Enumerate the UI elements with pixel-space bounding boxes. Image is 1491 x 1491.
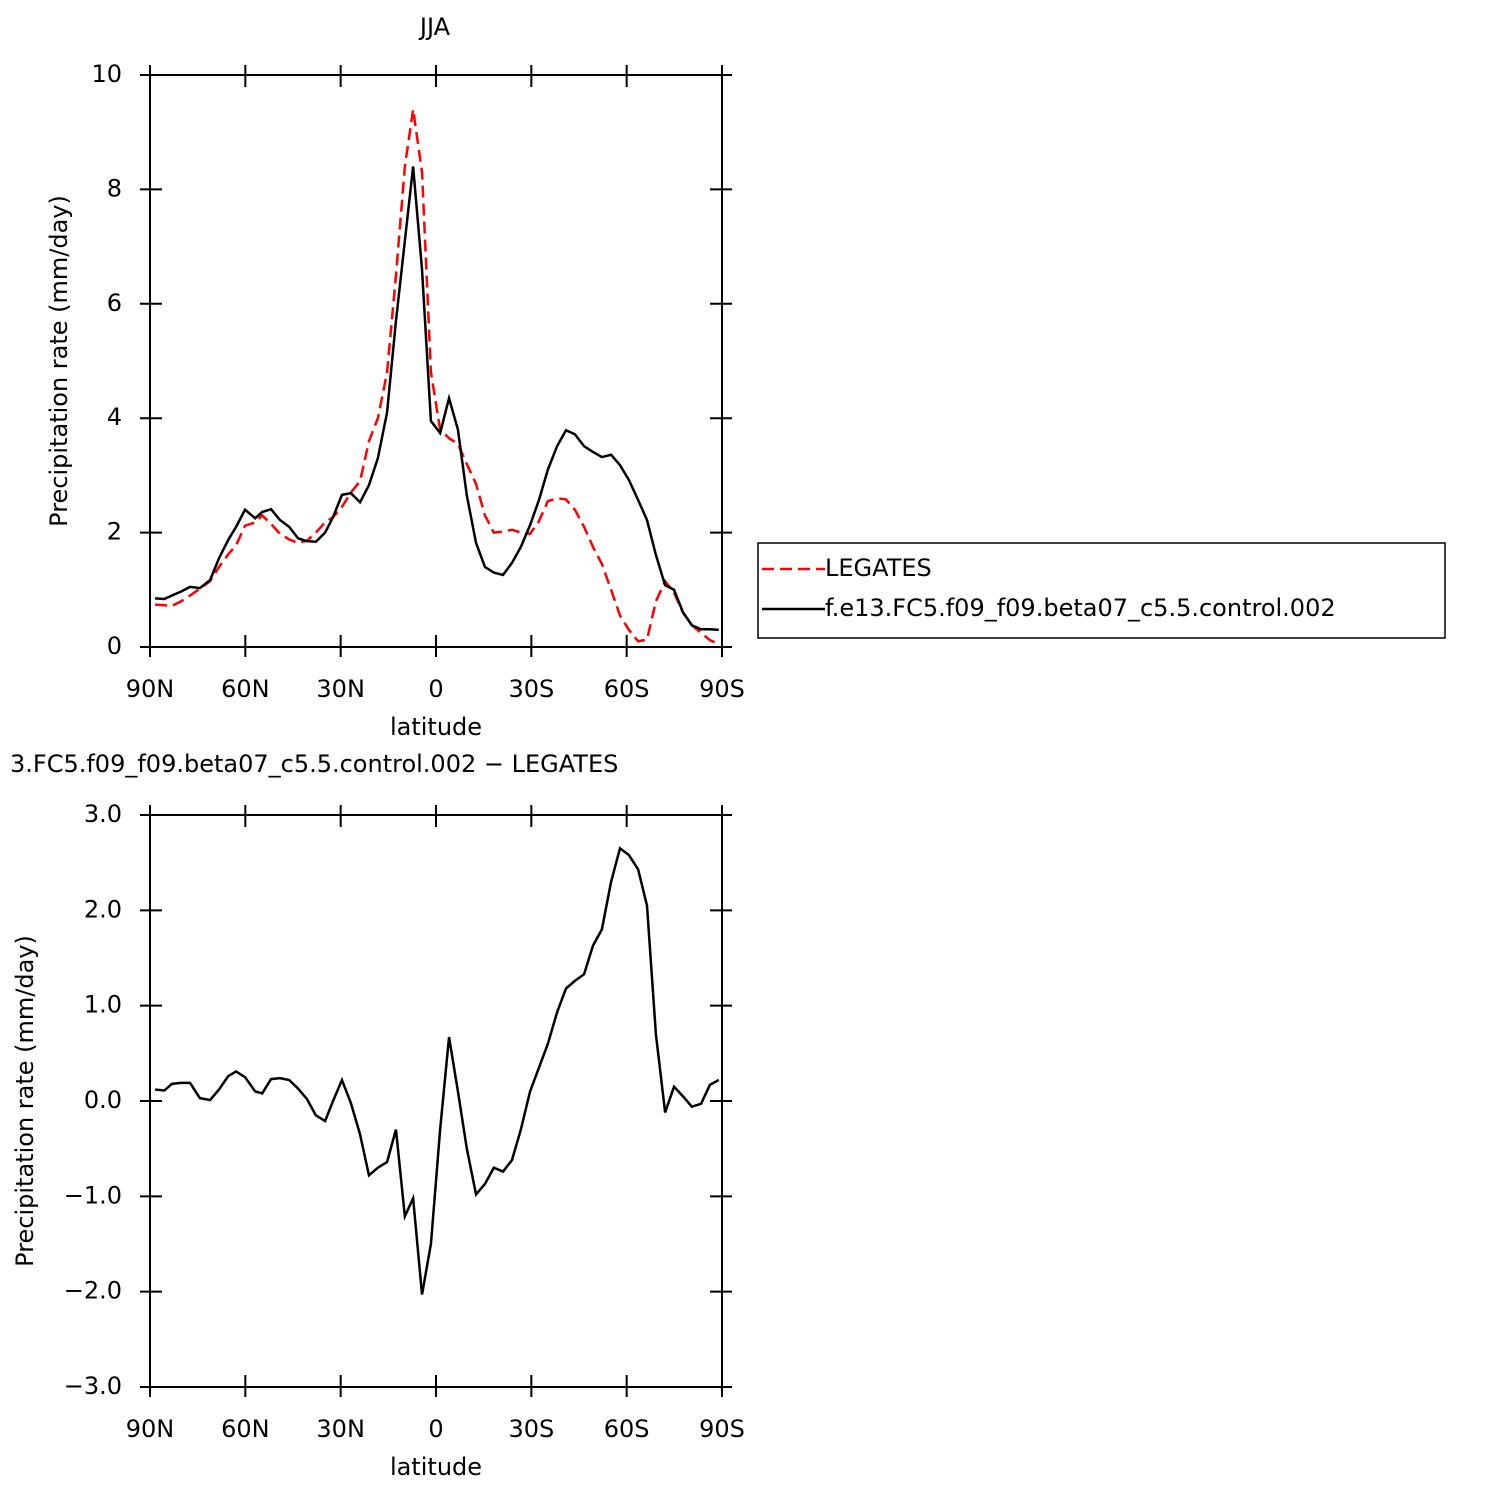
y-tick-label: 4 [107,403,122,431]
data-line [155,166,719,632]
x-tick-label: 90S [699,675,745,703]
y-tick-label: 1.0 [84,991,122,1019]
x-tick-label: 0 [428,675,443,703]
legend-label: LEGATES [825,554,932,582]
plot-frame [149,74,723,648]
x-axis-label: latitude [390,1453,482,1481]
x-tick-label: 30N [316,1415,365,1443]
x-tick-label: 30S [508,1415,554,1443]
x-tick-label: 60S [604,675,650,703]
chart-title: 3.FC5.f09_f09.beta07_c5.5.control.002 − … [10,750,618,778]
y-tick-label: 2 [107,518,122,546]
legend-label: f.e13.FC5.f09_f09.beta07_c5.5.control.00… [825,594,1336,622]
y-tick-label: 8 [107,174,122,202]
y-tick-label: −1.0 [64,1181,122,1209]
legend-box [757,542,1446,639]
y-axis-label: Precipitation rate (mm/day) [11,935,39,1267]
x-tick-label: 60N [221,675,270,703]
x-tick-label: 30N [316,675,365,703]
y-tick-label: 0 [107,632,122,660]
y-tick-label: 6 [107,289,122,317]
x-axis-label: latitude [390,713,482,741]
x-tick-label: 60N [221,1415,270,1443]
y-tick-label: 3.0 [84,800,122,828]
y-tick-label: 10 [91,60,122,88]
chart-title: JJA [418,13,451,41]
y-axis-label: Precipitation rate (mm/day) [45,195,73,527]
y-tick-label: −2.0 [64,1277,122,1305]
x-tick-label: 90S [699,1415,745,1443]
y-tick-label: −3.0 [64,1372,122,1400]
plot-frame [149,814,723,1388]
y-tick-label: 2.0 [84,895,122,923]
x-tick-label: 60S [604,1415,650,1443]
x-tick-label: 90N [126,1415,175,1443]
y-tick-label: 0.0 [84,1086,122,1114]
data-line [155,109,720,646]
x-tick-label: 0 [428,1415,443,1443]
x-tick-label: 30S [508,675,554,703]
data-line [154,846,720,1295]
x-tick-label: 90N [126,675,175,703]
